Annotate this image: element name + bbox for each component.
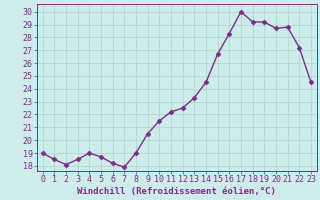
X-axis label: Windchill (Refroidissement éolien,°C): Windchill (Refroidissement éolien,°C) <box>77 187 276 196</box>
